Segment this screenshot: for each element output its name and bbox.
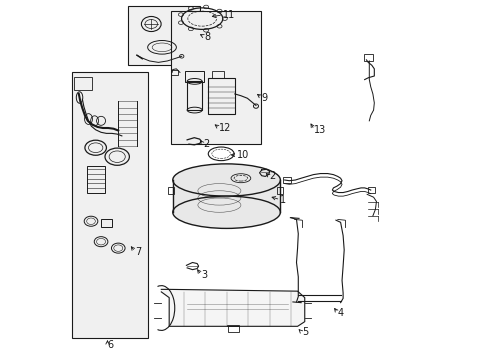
Bar xyxy=(277,187,283,194)
Bar xyxy=(101,219,112,226)
Text: 8: 8 xyxy=(204,32,210,41)
Bar xyxy=(86,166,104,193)
Text: 9: 9 xyxy=(261,93,267,103)
Bar xyxy=(128,6,199,65)
Bar xyxy=(171,12,260,144)
Text: 13: 13 xyxy=(314,125,326,135)
Bar xyxy=(363,54,372,61)
Text: 1: 1 xyxy=(280,195,286,205)
Bar xyxy=(367,187,375,193)
Text: 12: 12 xyxy=(219,123,231,133)
Text: 2: 2 xyxy=(269,171,275,181)
Polygon shape xyxy=(161,289,304,326)
Bar xyxy=(283,177,290,183)
Text: 6: 6 xyxy=(107,340,113,350)
Text: 3: 3 xyxy=(201,270,207,280)
Bar xyxy=(185,71,203,82)
Bar xyxy=(207,78,234,114)
Bar xyxy=(72,72,147,338)
Bar xyxy=(211,71,224,78)
Bar xyxy=(171,69,178,75)
Bar xyxy=(228,326,239,332)
Ellipse shape xyxy=(172,164,280,196)
Text: 2: 2 xyxy=(203,139,209,149)
Bar xyxy=(187,81,202,110)
Ellipse shape xyxy=(172,196,280,228)
Text: 7: 7 xyxy=(135,247,141,257)
Bar xyxy=(168,187,174,194)
Bar xyxy=(74,77,92,90)
Text: 4: 4 xyxy=(337,308,343,318)
Text: 11: 11 xyxy=(223,10,235,20)
Text: 10: 10 xyxy=(237,150,249,160)
Text: 5: 5 xyxy=(301,327,307,337)
